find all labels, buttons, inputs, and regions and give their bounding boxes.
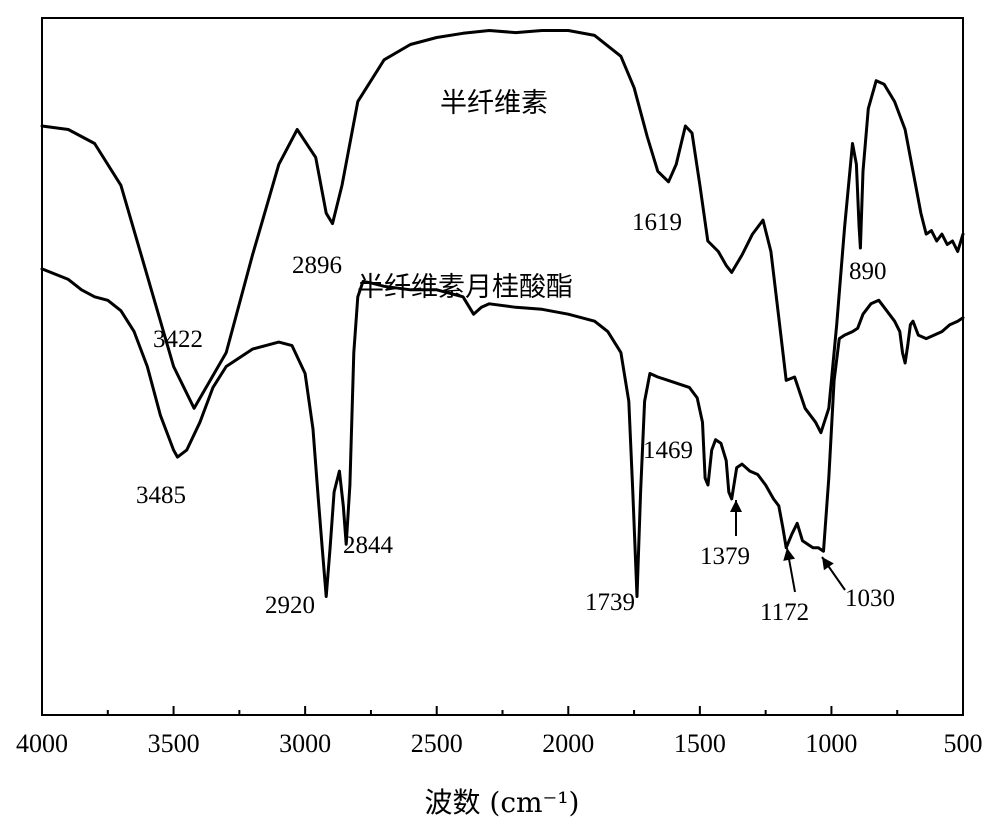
peak-label-3422: 3422: [153, 326, 203, 353]
x-tick-label: 4000: [16, 729, 68, 758]
peak-label-2920: 2920: [265, 592, 315, 619]
peak-label-2844: 2844: [343, 532, 394, 559]
series-label-hemicellulose-laurate: 半纤维素月桂酸酯: [357, 272, 573, 303]
spectra: [40, 29, 965, 598]
x-axis-ticks: 4000 3500 3000 2500 2000 1500 1000 500: [16, 706, 983, 758]
peak-label-1379: 1379: [700, 543, 750, 570]
peak-arrows: [730, 500, 846, 593]
plot-frame: [41, 17, 964, 716]
peak-label-2896: 2896: [292, 252, 342, 279]
x-tick-label: 3000: [279, 729, 331, 758]
x-tick-label: 2000: [542, 729, 594, 758]
x-tick-label: 1000: [805, 729, 857, 758]
x-tick-label: 1500: [674, 729, 726, 758]
arrow-1030-head: [822, 557, 834, 571]
peak-label-1739: 1739: [585, 589, 635, 616]
x-axis-title: 波数 (cm⁻¹): [425, 786, 580, 819]
peak-label-1030: 1030: [845, 585, 895, 612]
peak-label-1172: 1172: [760, 599, 809, 626]
peak-label-890: 890: [849, 258, 887, 285]
arrow-1379-head: [730, 500, 742, 512]
series-line-hemicellulose: [40, 29, 965, 435]
peak-label-1619: 1619: [632, 209, 682, 236]
x-tick-label: 500: [944, 729, 983, 758]
peak-label-1469: 1469: [643, 437, 693, 464]
series-label-hemicellulose: 半纤维素: [440, 88, 548, 119]
x-tick-label: 2500: [411, 729, 463, 758]
peak-label-3485: 3485: [136, 482, 186, 509]
x-tick-label: 3500: [148, 729, 200, 758]
series-line-hemicellulose-laurate: [40, 267, 965, 598]
arrow-1172-head: [783, 548, 796, 561]
